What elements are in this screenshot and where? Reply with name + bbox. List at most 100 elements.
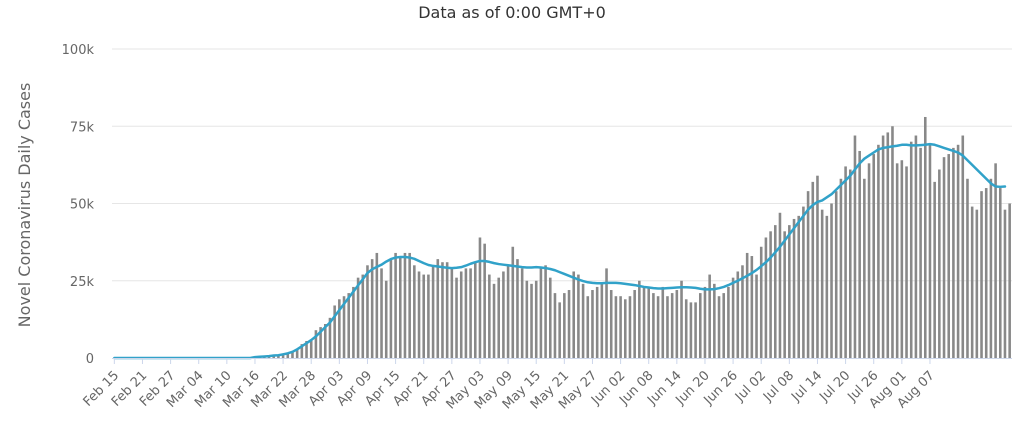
bar [413,265,416,358]
bar [478,237,482,358]
bar [703,286,707,358]
bar [333,305,336,358]
bar [727,286,730,358]
bar [572,271,576,358]
bar [384,280,388,358]
bar [680,280,683,358]
bar [895,163,899,358]
bar [947,154,951,358]
bar [403,252,407,358]
bar [642,286,646,358]
bar [502,271,505,358]
bar [909,141,913,358]
bar [867,163,871,358]
bar [352,286,355,358]
bar [544,265,547,358]
bar [530,283,533,358]
bar [473,262,477,358]
bar [548,277,552,358]
y-tick-label: 25k [70,275,95,290]
x-tick-label: Jul 02 [732,368,769,405]
bar [783,231,786,358]
bar [647,286,651,358]
bar [623,299,627,358]
bar [684,299,688,358]
bar [745,252,749,358]
bar [970,206,974,358]
bar [455,277,458,358]
bar [633,290,636,358]
bar [825,215,829,358]
bar [881,135,885,358]
bar [272,355,276,358]
bar [614,296,618,358]
bar [516,259,519,358]
bar [830,203,833,358]
bar [295,348,299,358]
bar [459,271,463,358]
bar [666,296,669,358]
bar [286,353,290,358]
y-axis-title: Novel Coronavirus Daily Cases [15,83,34,328]
bar [539,268,543,358]
bar [338,299,341,358]
bar [375,252,379,358]
bar [520,268,524,358]
bar [291,351,294,358]
y-axis: 0 25k 50k 75k 100k [62,43,95,367]
bar [464,268,468,358]
bar [380,268,383,358]
bar [553,293,557,358]
x-tick-label: Jul 08 [760,368,797,405]
bar [577,274,580,358]
bar [848,169,852,358]
bar [708,274,711,358]
grid-lines [112,48,1012,282]
bar [989,178,993,358]
bar [820,209,824,358]
y-tick-label: 100k [62,43,95,58]
bar [956,144,960,358]
bar [567,290,571,358]
y-tick-label: 50k [70,198,95,213]
bar [797,215,801,358]
bar [628,296,632,358]
bar [755,274,758,358]
bar [534,280,538,358]
bar [277,355,280,358]
bar [436,259,440,358]
bar [328,317,332,358]
bar [595,286,599,358]
bar [309,339,313,358]
bar [802,206,805,358]
moving-average-series [113,142,1007,360]
bar [928,144,932,358]
bar [600,283,604,358]
x-axis [112,358,1012,364]
bar [450,268,454,358]
bar [858,150,861,358]
bar [914,135,918,358]
bar [506,265,510,358]
bar [773,225,777,358]
bar [736,271,740,358]
bar [394,252,397,358]
bar [356,277,360,358]
bar [300,344,304,358]
bar [769,231,772,358]
bar [305,341,308,358]
bar [952,147,955,358]
bar [605,268,608,358]
bar [492,283,496,358]
moving-average-line [113,142,1007,360]
bar [886,132,890,358]
bar [488,274,491,358]
bar [398,256,402,358]
bar [689,302,693,358]
bar [919,147,922,358]
bar [923,116,927,358]
bar [778,212,782,358]
bar [563,293,566,358]
